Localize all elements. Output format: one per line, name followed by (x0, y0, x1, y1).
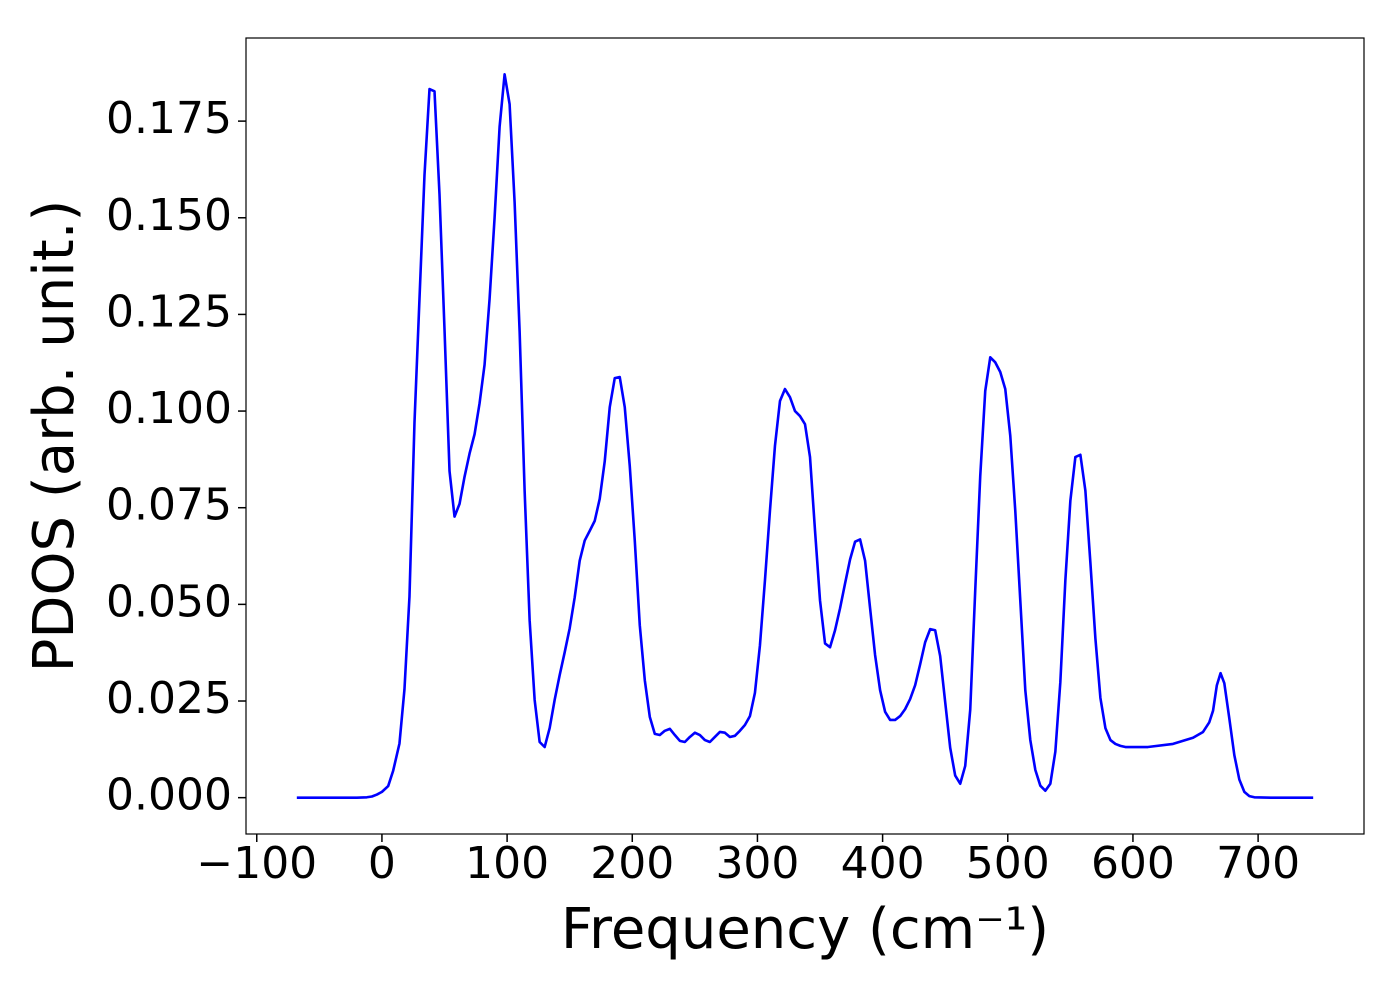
x-tick-label: −100 (196, 838, 317, 889)
x-tick-label: 700 (1216, 838, 1300, 889)
x-tick-label: 200 (590, 838, 674, 889)
y-tick-label: 0.025 (106, 673, 232, 724)
y-tick-label: 0.175 (106, 93, 232, 144)
x-tick-label: 400 (841, 838, 925, 889)
x-tick-label: 300 (715, 838, 799, 889)
x-tick-label: 0 (368, 838, 396, 889)
x-tick-label: 100 (465, 838, 549, 889)
x-tick-label: 600 (1091, 838, 1175, 889)
y-tick-label: 0.050 (106, 576, 232, 627)
y-axis-label: PDOS (arb. unit.) (22, 200, 87, 673)
y-tick-label: 0.150 (106, 190, 232, 241)
y-tick-label: 0.125 (106, 286, 232, 337)
y-tick-label: 0.100 (106, 383, 232, 434)
x-axis-label: Frequency (cm⁻¹) (561, 897, 1049, 962)
x-tick-label: 500 (966, 838, 1050, 889)
line-series (296, 73, 1314, 799)
y-tick-label: 0.000 (106, 770, 232, 821)
plot-frame (245, 37, 1365, 835)
y-tick-label: 0.075 (106, 480, 232, 531)
